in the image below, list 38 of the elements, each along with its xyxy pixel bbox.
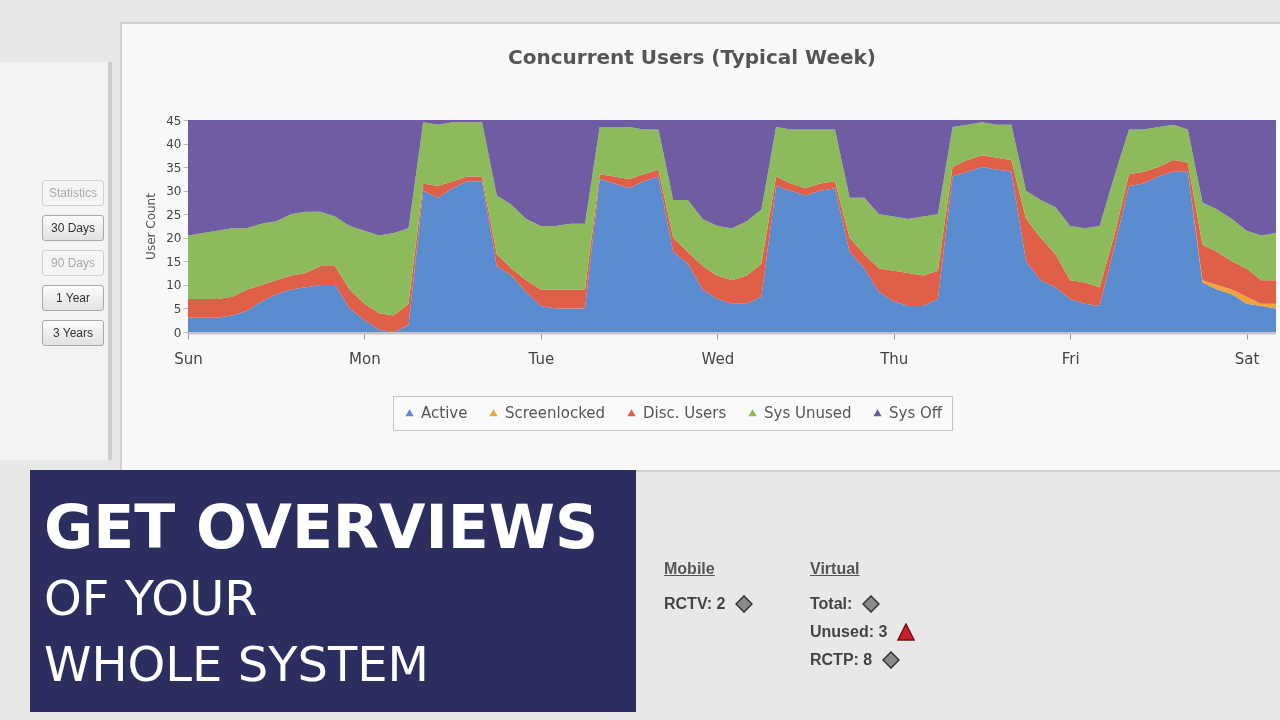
x-tick-label: Wed: [701, 349, 735, 368]
text: RCTV: 2: [664, 595, 726, 613]
text: 30 Days: [42, 215, 104, 241]
y-tick-label: 0: [173, 325, 182, 340]
text: 90 Days: [42, 250, 104, 276]
text: GET OVERVIEWS: [44, 492, 599, 562]
legend-label: Sys Unused: [764, 403, 852, 422]
x-tick-label: Sat: [1234, 349, 1260, 368]
y-tick-label: 45: [166, 113, 182, 128]
text: OF YOUR: [44, 570, 258, 626]
text: Mobile: [664, 560, 716, 578]
y-tick-label: 35: [166, 160, 182, 175]
text: Virtual: [810, 560, 861, 578]
y-axis-title: User Count: [144, 192, 159, 260]
y-tick-label: 30: [166, 184, 182, 199]
y-tick-label: 5: [173, 301, 182, 316]
text: 3 Years: [42, 320, 104, 346]
y-tick-label: 10: [166, 278, 182, 293]
text: Total:: [810, 595, 853, 613]
legend-label: Sys Off: [889, 403, 943, 422]
text: 1 Year: [42, 285, 104, 311]
legend-label: Screenlocked: [505, 403, 606, 422]
text: Statistics: [42, 180, 104, 206]
y-tick-label: 15: [166, 254, 182, 269]
chart-title: Concurrent Users (Typical Week): [508, 45, 876, 69]
legend-label: Active: [421, 403, 468, 422]
text: RCTP: 8: [810, 651, 873, 669]
x-tick-label: Thu: [879, 349, 909, 368]
x-tick-label: Fri: [1061, 349, 1080, 368]
x-tick-label: Mon: [349, 349, 381, 368]
legend-label: Disc. Users: [643, 403, 727, 422]
x-tick-label: Tue: [527, 349, 555, 368]
text: WHOLE SYSTEM: [44, 636, 429, 692]
text: Unused: 3: [810, 623, 888, 641]
y-tick-label: 20: [166, 231, 182, 246]
y-tick-label: 25: [166, 207, 182, 222]
y-tick-label: 40: [166, 137, 182, 152]
x-tick-label: Sun: [174, 349, 203, 368]
